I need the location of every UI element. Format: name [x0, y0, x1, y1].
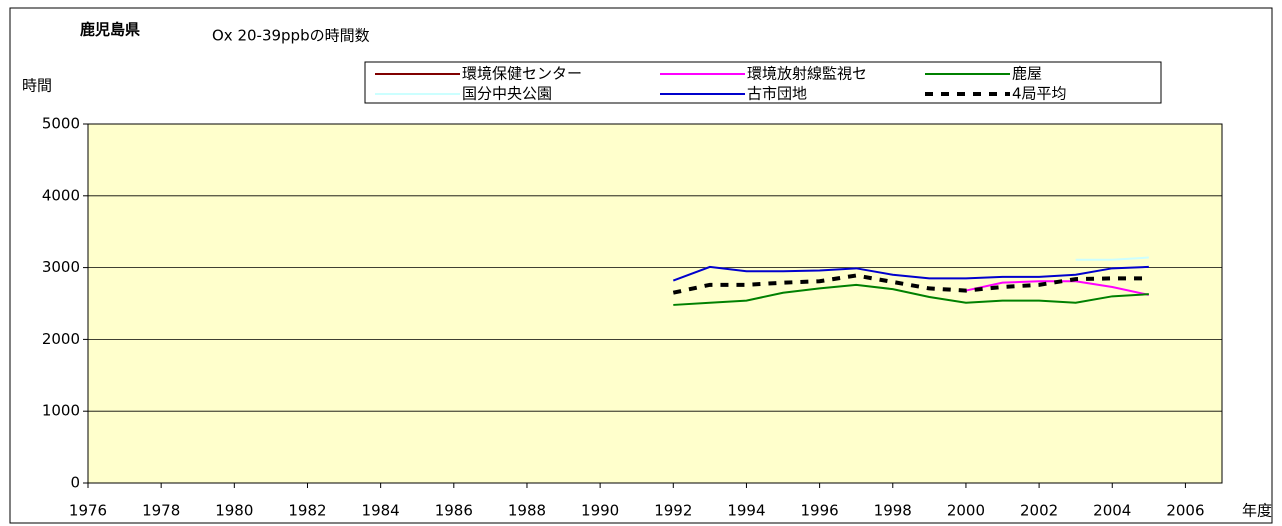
y-tick-label: 2000	[42, 330, 80, 348]
x-tick-label: 2002	[1020, 502, 1058, 520]
x-tick-label: 1998	[874, 502, 912, 520]
chart-title: 鹿児島県	[80, 21, 140, 39]
legend-label: 国分中央公園	[462, 85, 552, 103]
x-tick-label: 1990	[581, 502, 619, 520]
x-tick-label: 1988	[508, 502, 546, 520]
chart-subtitle: Ox 20-39ppbの時間数	[212, 27, 370, 45]
x-tick-label: 1980	[215, 502, 253, 520]
x-axis-label: 年度	[1242, 502, 1272, 520]
plot-area	[87, 123, 1223, 484]
x-tick-label: 1978	[142, 502, 180, 520]
x-tick-label: 2006	[1166, 502, 1204, 520]
x-tick-label: 1982	[288, 502, 326, 520]
x-tick-label: 1994	[727, 502, 765, 520]
y-tick-label: 0	[70, 474, 80, 492]
legend-label: 古市団地	[747, 85, 807, 103]
legend-label: 環境保健センター	[462, 65, 582, 83]
x-tick-label: 2000	[947, 502, 985, 520]
series-line	[672, 265, 1149, 282]
x-tick-label: 1996	[801, 502, 839, 520]
y-tick-label: 1000	[42, 402, 80, 420]
y-tick-label: 5000	[42, 115, 80, 133]
y-tick-label: 3000	[42, 258, 80, 276]
x-tick-label: 1986	[435, 502, 473, 520]
series-line	[1075, 256, 1149, 261]
series-line	[673, 283, 1149, 306]
legend-label: 4局平均	[1012, 85, 1067, 103]
legend-label: 鹿屋	[1012, 65, 1042, 83]
legend-box	[364, 61, 1162, 104]
y-tick-label: 4000	[42, 186, 80, 204]
x-tick-label: 1992	[654, 502, 692, 520]
y-axis-label: 時間	[22, 77, 52, 95]
legend-label: 環境放射線監視セ	[747, 65, 867, 83]
x-tick-label: 1976	[69, 502, 107, 520]
series-line	[672, 273, 1149, 295]
x-tick-label: 2004	[1093, 502, 1131, 520]
x-tick-label: 1984	[362, 502, 400, 520]
